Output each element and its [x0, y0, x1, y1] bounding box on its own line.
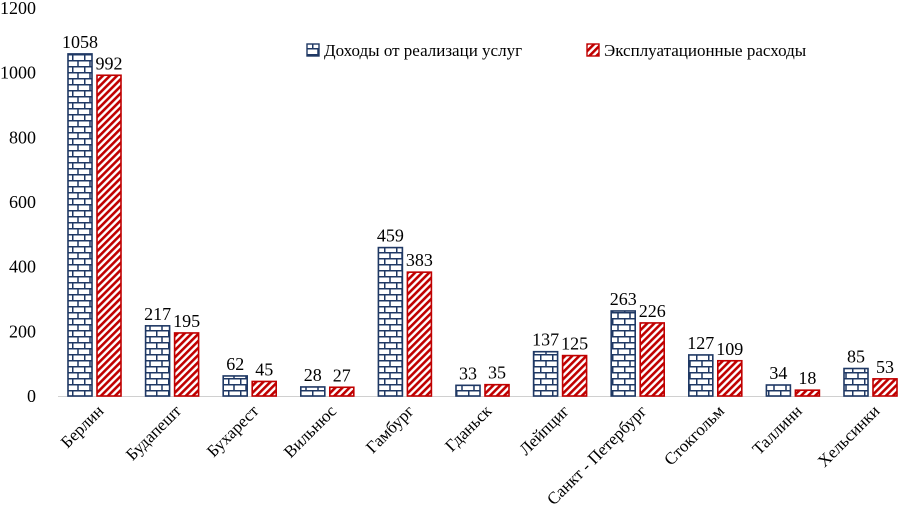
data-label: 226	[639, 301, 666, 321]
data-label: 127	[687, 333, 714, 353]
bar-revenue	[67, 53, 93, 397]
x-category-label: Бухарест	[203, 401, 263, 461]
data-label: 125	[561, 334, 588, 354]
data-label: 85	[847, 347, 865, 367]
bar-expenses	[872, 378, 898, 397]
bar-revenue	[144, 325, 171, 397]
bar-expenses	[639, 322, 666, 397]
y-tick-label: 400	[9, 257, 36, 277]
bar-revenue	[843, 367, 869, 397]
data-label: 459	[377, 226, 404, 246]
x-category-label: Вильнюс	[280, 401, 340, 461]
bar-revenue	[532, 350, 559, 397]
data-label: 992	[96, 53, 123, 73]
y-tick-label: 200	[9, 321, 36, 341]
y-axis: 0 200 400 600 800 1000 1200	[0, 0, 36, 406]
data-label: 109	[716, 339, 743, 359]
bar-revenue	[455, 384, 481, 397]
bars	[67, 53, 898, 397]
bar-expenses	[328, 386, 355, 397]
data-label: 28	[304, 365, 322, 385]
bar-revenue	[687, 354, 714, 397]
y-tick-label: 0	[27, 386, 36, 406]
x-axis: Берлин Будапешт Бухарест Вильнюс Гамбург Гдан…	[57, 396, 883, 509]
legend-swatch-expenses	[586, 43, 600, 57]
x-category-label: Хельсинки	[814, 401, 883, 470]
bar-expenses	[173, 332, 200, 397]
y-tick-label: 1200	[0, 0, 36, 18]
x-category-label: Берлин	[57, 401, 107, 451]
legend-label-revenue: Доходы от реализаци услуг	[324, 41, 522, 60]
x-category-label: Гданьск	[441, 401, 496, 456]
bar-expenses	[251, 380, 277, 397]
data-label: 45	[255, 359, 273, 379]
bar-expenses	[716, 359, 743, 397]
data-label: 27	[333, 365, 351, 385]
x-category-label: Лейпциг	[515, 401, 573, 459]
data-label: 137	[532, 330, 559, 350]
x-category-label: Будапешт	[122, 401, 185, 464]
bar-revenue	[765, 384, 792, 397]
data-label: 53	[876, 357, 894, 377]
data-label: 195	[173, 311, 200, 331]
x-category-label: Таллинн	[749, 401, 806, 458]
data-label: 18	[798, 368, 816, 388]
legend-swatch-revenue	[306, 43, 320, 57]
data-label: 217	[144, 304, 171, 324]
legend-label-expenses: Эксплуатационные расходы	[604, 41, 807, 60]
x-category-label: Стокгольм	[660, 401, 728, 469]
data-label: 383	[406, 250, 433, 270]
data-label: 62	[226, 354, 244, 374]
bar-revenue	[377, 246, 404, 397]
bar-revenue	[610, 310, 637, 397]
bar-expenses	[794, 389, 821, 397]
bar-expenses	[406, 271, 433, 397]
bar-expenses	[96, 74, 122, 397]
value-labels: 1058 217 62 28 459 33 137 263 127 34 85 992 195 45 27 3…	[62, 32, 894, 388]
data-label: 35	[488, 363, 506, 383]
data-label: 33	[459, 363, 477, 383]
x-category-label: Гамбург	[362, 401, 418, 457]
bar-revenue	[222, 375, 248, 397]
bar-expenses	[484, 383, 510, 397]
data-label: 34	[769, 363, 787, 383]
legend: Доходы от реализаци услуг Эксплуатационны…	[306, 41, 807, 60]
y-tick-label: 600	[9, 192, 36, 212]
bar-expenses	[561, 354, 588, 397]
data-label: 1058	[62, 32, 98, 52]
bar-revenue	[299, 386, 326, 397]
y-tick-label: 800	[9, 127, 36, 147]
data-label: 263	[610, 289, 637, 309]
y-tick-label: 1000	[0, 63, 36, 83]
